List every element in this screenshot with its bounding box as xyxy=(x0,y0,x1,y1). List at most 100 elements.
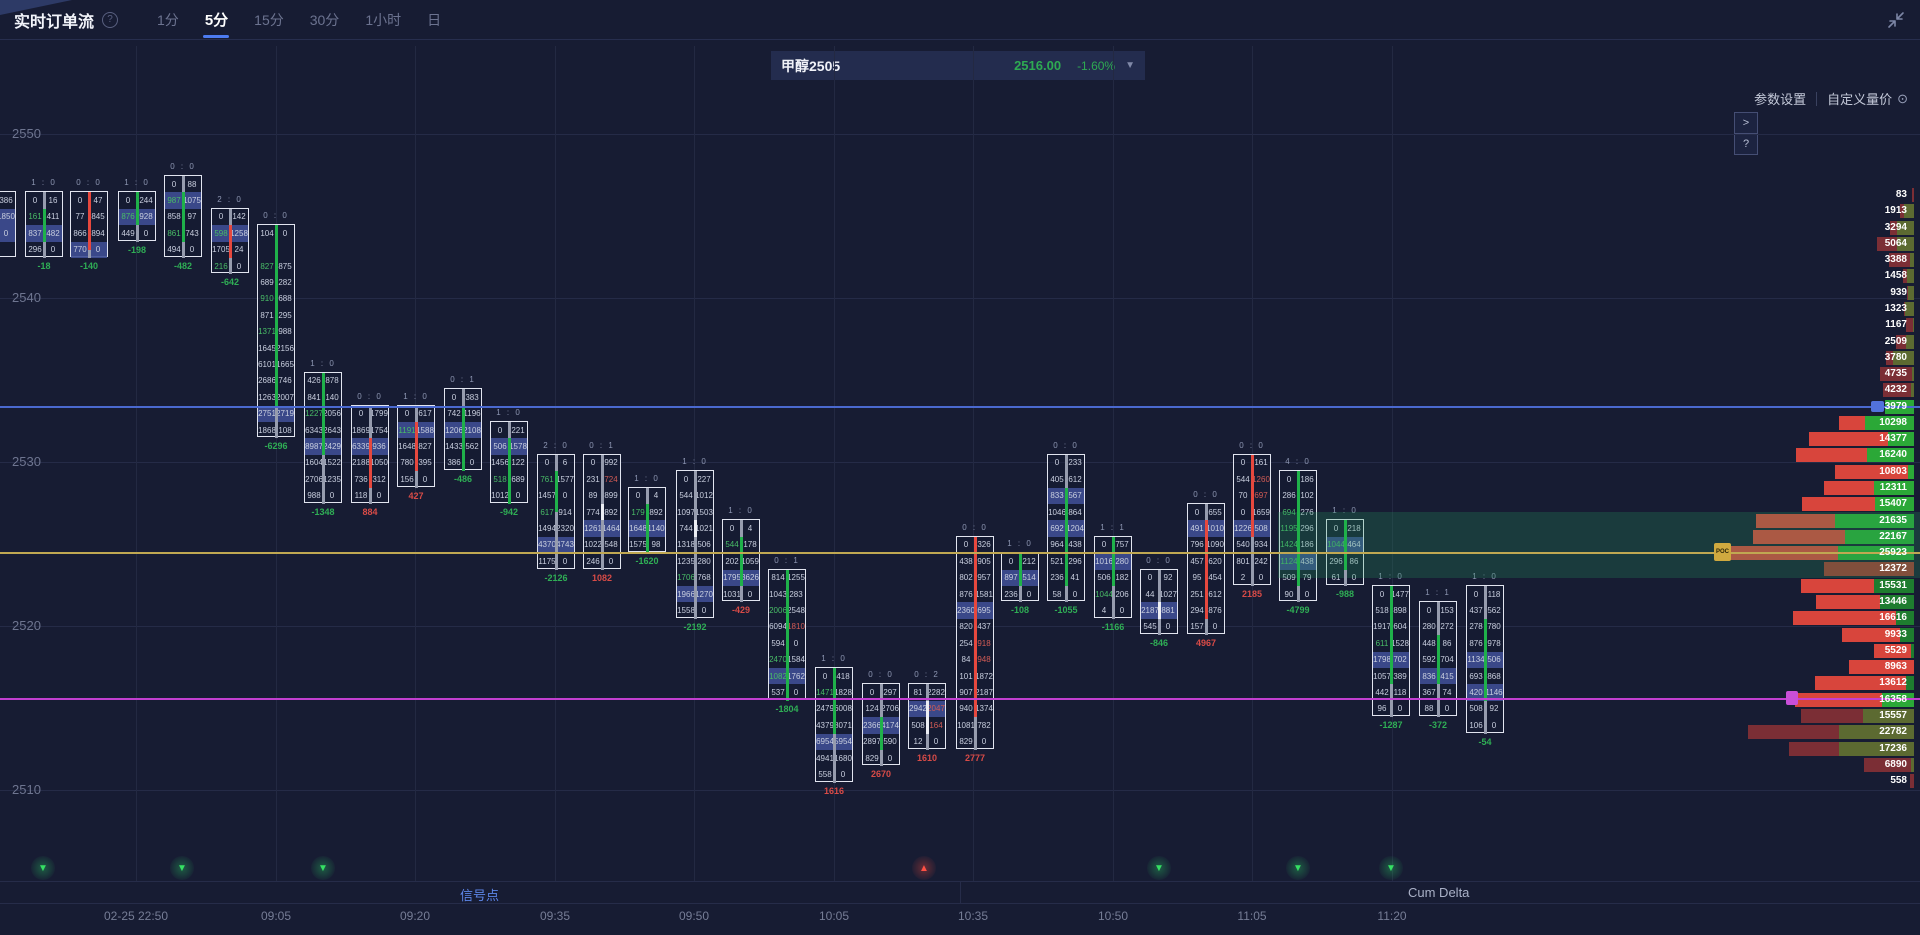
ask-volume: 86 xyxy=(1349,556,1359,566)
footprint-row: 829 0 xyxy=(957,734,993,750)
footprint-row: 592 704 xyxy=(1420,652,1456,668)
settings-button[interactable]: 参数设置 xyxy=(1754,92,1807,107)
footprint-row: 84 948 xyxy=(957,652,993,668)
footprint-candle: 0 212 897 514 236 0 1 : 0 -108 xyxy=(1001,539,1039,615)
collapse-fullscreen-icon[interactable] xyxy=(1886,10,1906,35)
sell-signal-marker[interactable]: ▼ xyxy=(31,856,55,880)
ask-volume: 296 xyxy=(1068,556,1082,566)
tab-30分[interactable]: 30分 xyxy=(309,11,340,28)
buy-volume-segment xyxy=(1911,757,1914,772)
symbol-bar[interactable]: 甲醇2505 2516.00 -1.60% ▼ xyxy=(771,51,1145,80)
ask-volume: 655 xyxy=(1208,507,1222,517)
footprint-row: 0 221 xyxy=(491,422,527,438)
candle-body-segment xyxy=(1389,684,1393,718)
footprint-row: 1456 122 xyxy=(491,455,527,471)
ask-volume: 1828 xyxy=(834,688,852,698)
ask-volume: 562 xyxy=(1487,606,1501,616)
ask-volume: 0 xyxy=(1304,589,1310,599)
ask-volume: 978 xyxy=(1487,638,1501,648)
sell-signal-marker[interactable]: ▼ xyxy=(1379,856,1403,880)
ask-volume: 395 xyxy=(418,458,432,468)
ask-volume: 411 xyxy=(46,212,60,222)
panel-help-button[interactable]: ? xyxy=(1734,133,1758,155)
footprint-row: 405 612 xyxy=(1048,471,1084,487)
signal-panel-label[interactable]: 信号点 xyxy=(460,888,500,903)
ask-volume: 0 xyxy=(887,753,893,763)
candle-body-segment xyxy=(600,503,604,521)
footprint-row: 494 0 xyxy=(165,242,201,258)
imbalance-header: 1 : 0 xyxy=(728,506,754,516)
volume-profile-bar xyxy=(1800,708,1914,723)
footprint-row: 1371 988 xyxy=(258,324,294,340)
volume-profile-bar xyxy=(1886,350,1914,365)
ask-volume: 2056 xyxy=(323,409,341,419)
buy-signal-marker[interactable]: ▲ xyxy=(912,856,936,880)
bid-volume: 736 xyxy=(354,474,368,484)
footprint-row: 438 905 xyxy=(957,553,993,569)
help-icon[interactable]: ? xyxy=(102,11,119,28)
footprint-row: 70 697 xyxy=(1234,488,1270,504)
candle-body-segment xyxy=(42,241,46,258)
sell-signal-marker[interactable]: ▼ xyxy=(1147,856,1171,880)
footprint-row: 1917 604 xyxy=(1373,619,1409,635)
ask-volume: 4174 xyxy=(881,720,899,730)
footprint-row: 1575 98 xyxy=(629,537,665,553)
footprint-row: 0 118 xyxy=(1467,586,1503,602)
sell-signal-marker[interactable]: ▼ xyxy=(1286,856,1310,880)
bid-volume: 1433 xyxy=(445,442,463,452)
bid-volume: 231 xyxy=(586,474,600,484)
ask-volume: 418 xyxy=(836,671,850,681)
sell-volume-segment xyxy=(1907,285,1909,300)
bid-volume: 236 xyxy=(1050,573,1064,583)
ask-volume: 2187 xyxy=(975,688,993,698)
candle-body-segment xyxy=(461,405,465,472)
sell-signal-marker[interactable]: ▼ xyxy=(311,856,335,880)
bid-volume: 508 xyxy=(911,720,925,730)
footprint-candle: 0 142 598 1258 1705 24 216 0 2 : 0 -642 xyxy=(211,195,249,287)
ask-volume: 0 xyxy=(840,770,846,780)
bid-volume: 940 xyxy=(959,704,973,714)
footprint-row: 0 227 xyxy=(677,471,713,487)
ask-volume: 276 xyxy=(1300,507,1314,517)
delta-label: -2126 xyxy=(544,572,568,583)
footprint-row: 544 1260 xyxy=(1234,471,1270,487)
ask-volume: 1578 xyxy=(509,442,527,452)
bid-volume: 829 xyxy=(959,737,973,747)
tab-日[interactable]: 日 xyxy=(427,11,442,28)
buy-volume-segment xyxy=(1913,318,1914,333)
custom-volume-price-button[interactable]: 自定义量价 xyxy=(1827,92,1893,107)
bid-volume: 0 xyxy=(729,524,735,534)
eye-icon[interactable]: ⊙ xyxy=(1897,90,1908,106)
bid-volume: 280 xyxy=(1422,622,1436,632)
ask-volume: 161 xyxy=(1254,458,1268,468)
footprint-candle: 426 878 841 140 1227 2056 6343 2643 8987 2429 1604… xyxy=(304,359,342,517)
chevron-down-icon[interactable]: ▼ xyxy=(1125,60,1135,71)
candle-body-segment xyxy=(461,389,465,406)
bid-volume: 58 xyxy=(1052,589,1062,599)
ask-volume: 0 xyxy=(1491,720,1497,730)
candle-body-segment xyxy=(1483,700,1487,734)
tab-15分[interactable]: 15分 xyxy=(254,11,284,28)
sell-volume-segment xyxy=(1863,757,1912,772)
sell-volume-segment xyxy=(1756,513,1836,528)
volume-profile-bar xyxy=(1909,774,1914,789)
ask-volume: 233 xyxy=(1068,458,1082,468)
bid-volume: 1191 xyxy=(398,425,416,435)
candle-body-segment xyxy=(368,438,372,488)
tab-5分[interactable]: 5分 xyxy=(203,0,230,40)
tab-1小时[interactable]: 1小时 xyxy=(365,11,402,28)
imbalance-header: 1 : 0 xyxy=(1332,506,1358,516)
price-axis-label: 2530 xyxy=(12,454,41,469)
footprint-row: 910 688 xyxy=(258,291,294,307)
footprint-row: 876 978 xyxy=(1467,635,1503,651)
sell-signal-marker[interactable]: ▼ xyxy=(170,856,194,880)
bid-volume: 1226 xyxy=(1234,524,1252,534)
time-axis-label: 11:05 xyxy=(1237,909,1267,923)
bid-volume: 89 xyxy=(588,491,598,501)
footprint-candle: 0 88 987 1075 858 97 861 743 494 0 0 : 0 -482 xyxy=(164,162,202,271)
footprint-row: 1022 548 xyxy=(584,537,620,553)
candle-body-segment xyxy=(785,569,789,701)
tab-1分[interactable]: 1分 xyxy=(157,11,179,28)
bid-volume: 0 xyxy=(1240,507,1246,517)
buy-volume-segment xyxy=(1906,676,1914,691)
